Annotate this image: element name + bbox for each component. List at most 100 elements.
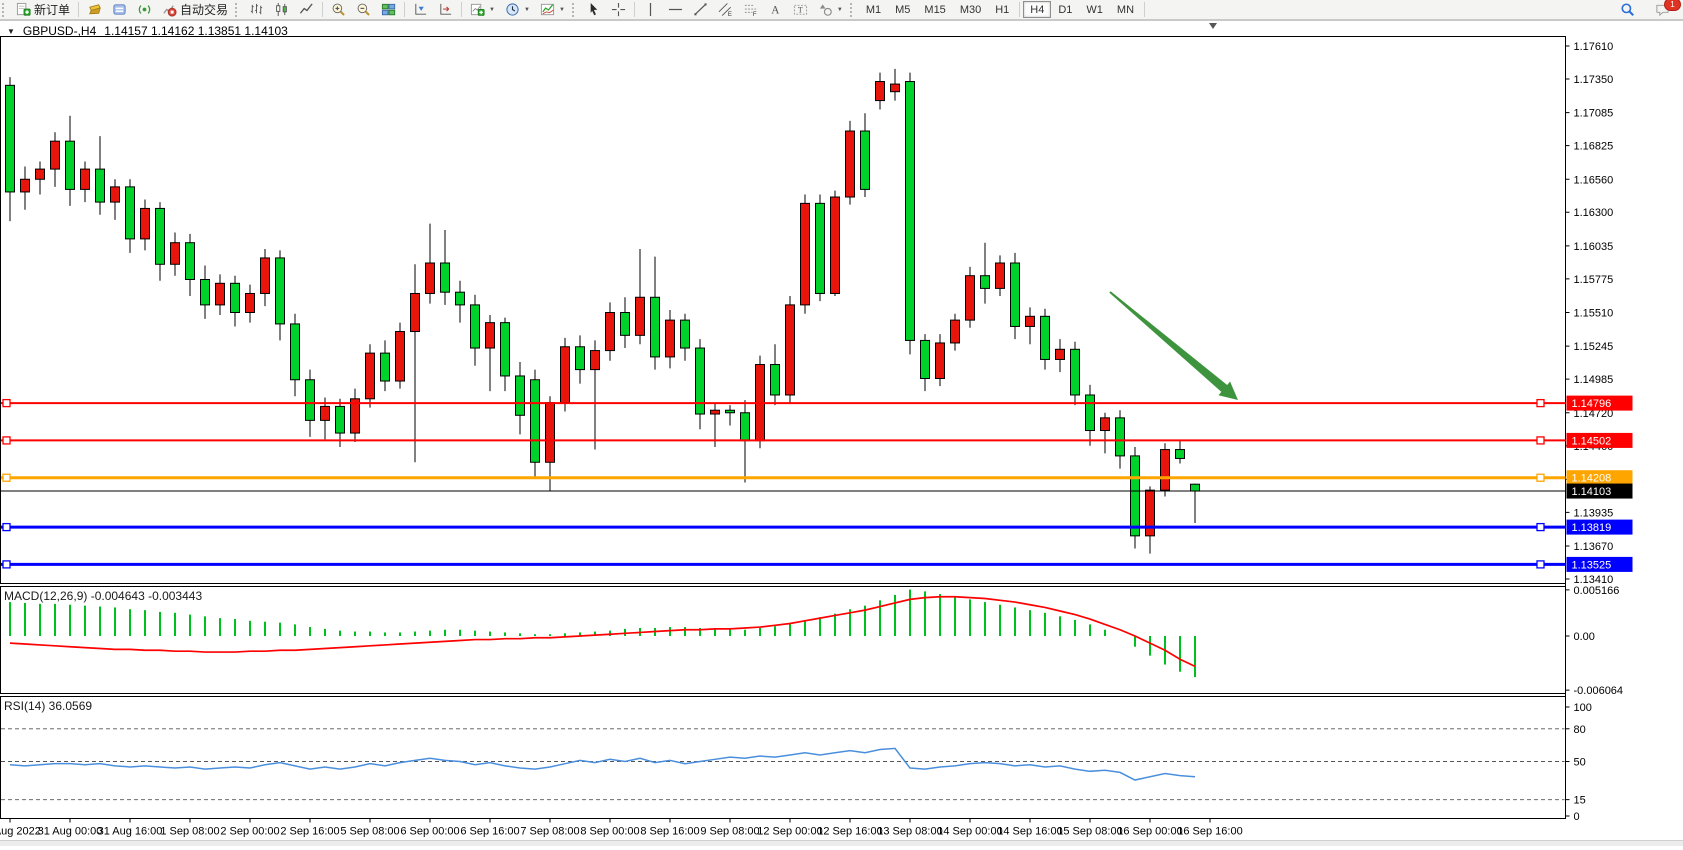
vertical-line-button[interactable]	[638, 1, 663, 18]
market-watch-button[interactable]	[82, 1, 107, 18]
timeframe-m5-button[interactable]: M5	[895, 3, 911, 16]
shapes-icon	[819, 4, 832, 16]
horizontal-line-button[interactable]	[663, 1, 688, 18]
horizontal-line-icon	[668, 8, 682, 11]
channel-icon: E	[718, 3, 732, 17]
bar-chart-button[interactable]	[244, 1, 269, 18]
hline-1.14796[interactable]: 1.14796	[1, 395, 1633, 411]
candle	[80, 168, 90, 190]
auto-arrange-button[interactable]	[408, 1, 433, 18]
new-order-button[interactable]: 新订单	[11, 1, 75, 18]
text-button[interactable]: A	[763, 1, 788, 18]
text-label-button[interactable]: T	[788, 1, 813, 18]
collapse-triangle-icon[interactable]: ▼	[7, 26, 15, 36]
svg-text:80: 80	[1574, 724, 1586, 736]
macd-panel[interactable]	[0, 586, 1566, 694]
toolbar: 新订单 自动交易 ▼ ▼ ▼ E F A T ▼ M1 M5 M15 M30 H1 H4 D1 W1 MN 1	[0, 0, 1683, 20]
chevron-down-icon[interactable]: ▼	[523, 6, 530, 13]
text-icon: A	[771, 5, 780, 17]
zoom-out-button[interactable]	[351, 1, 376, 18]
candle	[1085, 394, 1095, 432]
chevron-down-icon[interactable]: ▼	[558, 6, 565, 13]
shapes-button[interactable]: ▼	[813, 1, 848, 18]
rsi-layer	[9, 747, 1196, 781]
timeframe-m1-button[interactable]: M1	[865, 3, 882, 16]
candle	[530, 379, 540, 463]
chart-window[interactable]: 1.17610 1.17350 1.17085 1.16825 1.16560 1.163…	[0, 20, 1683, 850]
window-bottom-edge	[0, 840, 1683, 846]
crosshair-icon	[611, 2, 625, 17]
timeframe-h4-button[interactable]: H4	[1023, 1, 1052, 18]
hline-1.14103[interactable]: 1.14103	[1, 483, 1633, 499]
candle	[290, 323, 300, 381]
trendline-button[interactable]	[688, 1, 713, 18]
toolbar-separator	[78, 2, 80, 17]
notifications-button[interactable]: 1	[1650, 0, 1681, 18]
data-window-button[interactable]	[107, 1, 132, 18]
candle	[350, 398, 360, 434]
indicators-button[interactable]: ▼	[535, 1, 570, 18]
svg-text:1.13410: 1.13410	[1574, 574, 1614, 586]
tile-windows-button[interactable]	[376, 1, 401, 18]
svg-text:0: 0	[1574, 811, 1580, 823]
timeframe-m30-button[interactable]: M30	[959, 3, 982, 16]
zoom-in-button[interactable]	[326, 1, 351, 18]
tile-windows-icon	[381, 3, 396, 16]
channel-button[interactable]: E	[713, 1, 738, 18]
candle	[515, 375, 525, 416]
hline-1.13525[interactable]: 1.13525	[1, 556, 1633, 572]
svg-text:1.15775: 1.15775	[1574, 274, 1614, 286]
candle	[410, 292, 420, 333]
profiles-clock-button[interactable]: ▼	[500, 1, 535, 18]
candle	[770, 364, 780, 396]
new-chart-button[interactable]: ▼	[465, 1, 500, 18]
toolbar-grip[interactable]	[571, 2, 579, 17]
chevron-down-icon[interactable]: ▼	[489, 6, 495, 13]
algo-trading-label: 自动交易	[180, 3, 229, 17]
chevron-down-icon[interactable]: ▼	[836, 6, 843, 13]
candle	[920, 339, 930, 379]
candle	[590, 350, 600, 371]
chart-shift-marker[interactable]	[1209, 23, 1217, 29]
search-button[interactable]	[1615, 1, 1640, 18]
timeframe-m15-button[interactable]: M15	[924, 3, 946, 16]
line-chart-button[interactable]	[294, 1, 319, 18]
hline-1.14208[interactable]: 1.14208	[1, 470, 1633, 486]
hline-1.14502[interactable]: 1.14502	[1, 432, 1633, 448]
candle	[785, 304, 795, 396]
candle	[470, 304, 480, 349]
candle	[395, 331, 405, 382]
new-order-icon	[16, 2, 31, 16]
candle	[680, 319, 690, 349]
scale-fix-button[interactable]	[433, 1, 458, 18]
fibonacci-button[interactable]: F	[738, 1, 763, 18]
main-chart-panel[interactable]	[0, 36, 1566, 584]
timeframe-d1-button[interactable]: D1	[1058, 3, 1073, 16]
cursor-button[interactable]	[581, 1, 606, 18]
candlestick-button[interactable]	[269, 1, 294, 18]
toolbar-grip[interactable]	[849, 2, 857, 17]
timeframe-h1-button[interactable]: H1	[995, 3, 1010, 16]
toolbar-grip[interactable]	[235, 2, 242, 17]
hline-1.13819[interactable]: 1.13819	[1, 519, 1633, 535]
toolbar-grip[interactable]	[2, 2, 9, 17]
timeframe-w1-button[interactable]: W1	[1086, 3, 1103, 16]
price-tag: 1.14208	[1572, 473, 1612, 485]
svg-text:1.15245: 1.15245	[1574, 341, 1614, 353]
signals-button[interactable]	[132, 1, 157, 18]
svg-text:1.16825: 1.16825	[1574, 141, 1614, 153]
chart-canvas[interactable]: 1.17610 1.17350 1.17085 1.16825 1.16560 1.163…	[0, 20, 1683, 845]
svg-text:7 Sep 08:00: 7 Sep 08:00	[520, 826, 579, 838]
timeframe-mn-button[interactable]: MN	[1116, 3, 1135, 16]
candle	[575, 346, 585, 371]
trendline-icon	[694, 3, 707, 16]
algo-trading-button[interactable]: 自动交易	[157, 1, 233, 18]
trend-arrow-annotation[interactable]	[1109, 291, 1238, 400]
price-axis[interactable]: 1.17610 1.17350 1.17085 1.16825 1.16560 1.163…	[1565, 41, 1624, 823]
candle	[455, 291, 465, 306]
svg-text:8 Sep 00:00: 8 Sep 00:00	[580, 826, 639, 838]
macd-layer	[9, 589, 1196, 678]
crosshair-button[interactable]	[606, 1, 631, 18]
rsi-panel[interactable]	[0, 696, 1566, 819]
